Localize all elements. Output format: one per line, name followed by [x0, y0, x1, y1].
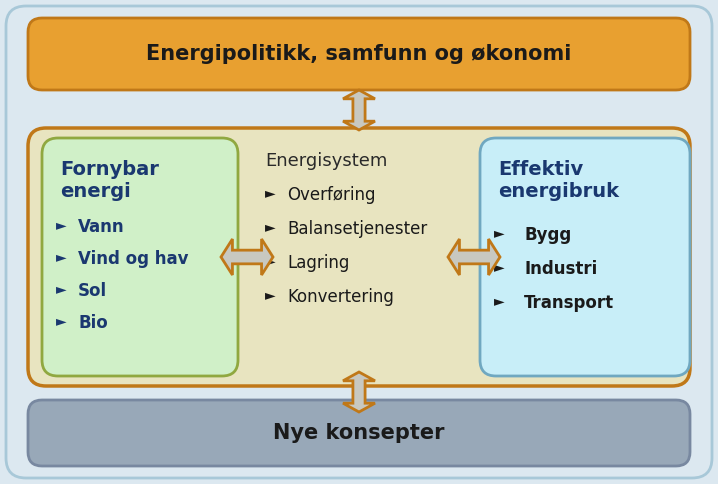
Polygon shape: [343, 90, 375, 130]
Text: Transport: Transport: [524, 294, 614, 312]
Text: Bio: Bio: [78, 314, 108, 332]
Text: Bygg: Bygg: [524, 226, 572, 244]
Polygon shape: [343, 372, 375, 412]
FancyBboxPatch shape: [28, 128, 690, 386]
Text: Overføring: Overføring: [287, 186, 376, 204]
Text: Lagring: Lagring: [287, 254, 350, 272]
Text: ►: ►: [265, 186, 276, 200]
Polygon shape: [221, 239, 273, 275]
Text: ►: ►: [56, 282, 67, 296]
Text: ►: ►: [494, 226, 505, 240]
FancyBboxPatch shape: [42, 138, 238, 376]
Text: Vann: Vann: [78, 218, 125, 236]
Text: ►: ►: [56, 250, 67, 264]
Text: energi: energi: [60, 182, 131, 201]
Text: Vind og hav: Vind og hav: [78, 250, 189, 268]
Text: Balansetjenester: Balansetjenester: [287, 220, 427, 238]
Text: Effektiv: Effektiv: [498, 160, 583, 179]
FancyBboxPatch shape: [6, 6, 712, 478]
Text: energibruk: energibruk: [498, 182, 619, 201]
Text: ►: ►: [265, 254, 276, 268]
Polygon shape: [448, 239, 500, 275]
Text: ►: ►: [265, 288, 276, 302]
FancyBboxPatch shape: [480, 138, 690, 376]
Text: ►: ►: [56, 314, 67, 328]
Text: ►: ►: [494, 260, 505, 274]
Text: Industri: Industri: [524, 260, 597, 278]
Text: Nye konsepter: Nye konsepter: [274, 423, 444, 443]
Text: ►: ►: [494, 294, 505, 308]
Text: Energipolitikk, samfunn og økonomi: Energipolitikk, samfunn og økonomi: [146, 44, 572, 64]
Text: ►: ►: [56, 218, 67, 232]
FancyBboxPatch shape: [28, 400, 690, 466]
Text: Sol: Sol: [78, 282, 107, 300]
Text: ►: ►: [265, 220, 276, 234]
Text: Fornybar: Fornybar: [60, 160, 159, 179]
Text: Konvertering: Konvertering: [287, 288, 394, 306]
FancyBboxPatch shape: [28, 18, 690, 90]
Text: Energisystem: Energisystem: [265, 152, 388, 170]
